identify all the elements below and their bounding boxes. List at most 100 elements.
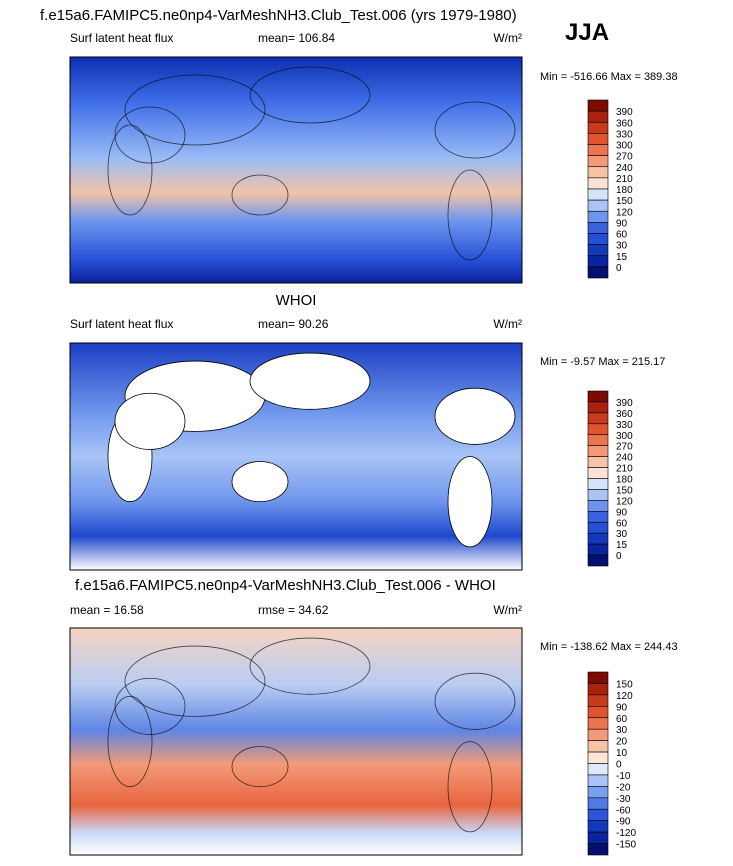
- land: [231, 461, 289, 503]
- colorbar-label: 210: [616, 174, 633, 185]
- units-label: W/m²: [493, 603, 522, 617]
- colorbar-box: [587, 717, 609, 730]
- colorbar-box: [587, 188, 609, 201]
- colorbar-label: 210: [616, 464, 633, 475]
- colorbar-label: 300: [616, 141, 633, 152]
- colorbar-box: [587, 740, 609, 753]
- colorbar-box: [587, 133, 609, 145]
- land: [249, 66, 371, 124]
- colorbar-label: 120: [616, 207, 633, 218]
- colorbar-box: [587, 808, 609, 821]
- field-label: mean = 16.58: [70, 603, 144, 617]
- colorbar-box: [587, 110, 609, 123]
- colorbar-label: 240: [616, 163, 633, 174]
- colorbar-label: 360: [616, 409, 633, 420]
- colorbar-box: [587, 467, 609, 479]
- colorbar-box: [587, 543, 609, 556]
- colorbar-label: 60: [616, 230, 628, 241]
- colorbar-box: [587, 694, 609, 707]
- colorbar-box: [587, 144, 609, 156]
- colorbar-label: 120: [616, 496, 633, 507]
- colorbar-label: 300: [616, 431, 633, 442]
- figure-title: f.e15a6.FAMIPC5.ne0np4-VarMeshNH3.Club_T…: [40, 7, 517, 24]
- land: [231, 746, 289, 788]
- colorbar-label: 150: [616, 196, 633, 207]
- land: [124, 74, 266, 146]
- stat-label: mean= 90.26: [258, 317, 329, 331]
- colorbar-box: [587, 500, 609, 512]
- range-label: Min = -516.66 Max = 389.38: [540, 71, 678, 83]
- colorbar-label: 360: [616, 118, 633, 129]
- colorbar-box: [587, 554, 609, 567]
- field-label: Surf latent heat flux: [70, 317, 173, 331]
- colorbar-box: [587, 121, 609, 134]
- land: [447, 741, 493, 833]
- colorbar-box: [587, 401, 609, 414]
- colorbar-label: -30: [616, 794, 631, 805]
- colorbar-box: [587, 683, 609, 696]
- panel-heading: WHOI: [276, 292, 317, 309]
- land: [447, 169, 493, 261]
- colorbar-label: -10: [616, 771, 631, 782]
- colorbar-label: 390: [616, 107, 633, 118]
- colorbar-box: [587, 434, 609, 446]
- colorbar-box: [587, 521, 609, 534]
- land: [114, 392, 186, 450]
- map-field: [69, 56, 523, 284]
- colorbar-label: 330: [616, 420, 633, 431]
- colorbar-label: 20: [616, 737, 628, 748]
- colorbar-box: [587, 99, 609, 112]
- colorbar-box: [587, 166, 609, 179]
- colorbar-label: 150: [616, 679, 633, 690]
- colorbar-box: [587, 423, 609, 436]
- colorbar-label: 0: [616, 263, 622, 274]
- range-label: Min = -138.62 Max = 244.43: [540, 641, 678, 653]
- colorbar-label: 90: [616, 218, 628, 229]
- colorbar-box: [587, 489, 609, 501]
- colorbar-box: [587, 412, 609, 425]
- colorbar-box: [587, 155, 609, 168]
- colorbar-box: [587, 843, 609, 856]
- colorbar-label: 60: [616, 518, 628, 529]
- colorbar-label: -60: [616, 805, 631, 816]
- colorbar-box: [587, 266, 609, 279]
- colorbar-label: 180: [616, 475, 633, 486]
- colorbar-box: [587, 831, 609, 844]
- units-label: W/m²: [493, 317, 522, 331]
- land: [107, 124, 153, 216]
- land: [124, 645, 266, 717]
- colorbar-label: 0: [616, 760, 622, 771]
- colorbar-box: [587, 233, 609, 245]
- colorbar-box: [587, 706, 609, 719]
- land: [434, 387, 516, 445]
- colorbar-box: [587, 511, 609, 523]
- colorbar-label: 120: [616, 691, 633, 702]
- colorbar-box: [587, 222, 609, 234]
- land: [114, 677, 186, 735]
- season: JJA: [565, 19, 609, 46]
- colorbar-label: 10: [616, 748, 628, 759]
- colorbar-box: [587, 774, 609, 787]
- colorbar-box: [587, 728, 609, 741]
- colorbar-label: -150: [616, 840, 636, 851]
- colorbar-label: 30: [616, 529, 628, 540]
- colorbar-label: -120: [616, 828, 636, 839]
- colorbar-box: [587, 671, 609, 684]
- land: [249, 352, 371, 410]
- colorbar-label: 240: [616, 453, 633, 464]
- land: [434, 672, 516, 730]
- colorbar-label: -20: [616, 782, 631, 793]
- colorbar-box: [587, 199, 609, 212]
- units-label: W/m²: [493, 31, 522, 45]
- colorbar-box: [587, 390, 609, 403]
- colorbar-box: [587, 763, 609, 776]
- colorbar-box: [587, 751, 609, 764]
- colorbar-box: [587, 456, 609, 468]
- colorbar-label: 90: [616, 702, 628, 713]
- colorbar-label: 15: [616, 252, 628, 263]
- colorbar-box: [587, 255, 609, 268]
- colorbar-label: 150: [616, 485, 633, 496]
- colorbar-box: [587, 786, 609, 799]
- colorbar-box: [587, 244, 609, 257]
